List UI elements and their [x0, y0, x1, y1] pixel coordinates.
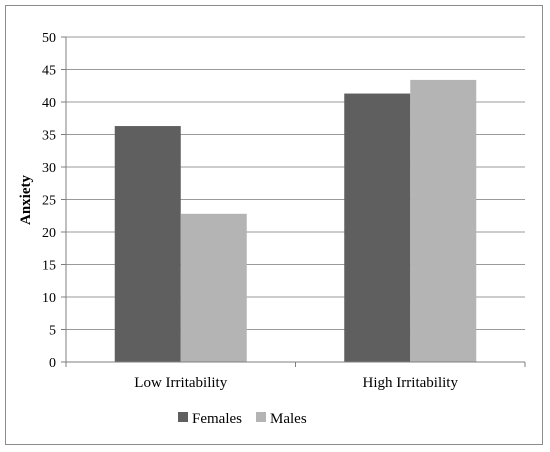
y-tick-label: 20 — [42, 226, 56, 241]
axes — [65, 37, 526, 367]
y-tick-label: 45 — [42, 64, 56, 79]
y-tick-label: 15 — [42, 259, 56, 274]
x-category-label: Low Irritability — [134, 375, 227, 391]
category-labels: Low Irritability High Irritability — [134, 375, 458, 391]
bar-males-1 — [410, 79, 477, 363]
legend-swatch-females — [178, 412, 188, 422]
legend-label-females: Females — [192, 411, 242, 427]
bar-females-0 — [114, 126, 181, 362]
legend: Females Males — [178, 411, 307, 427]
legend-swatch-males — [256, 412, 266, 422]
bar-males-0 — [180, 213, 247, 362]
x-category-label: High Irritability — [363, 375, 459, 391]
y-axis-title: Anxiety — [18, 175, 34, 225]
bars — [114, 79, 477, 363]
y-tick-label: 35 — [42, 129, 56, 144]
legend-label-males: Males — [270, 411, 307, 427]
y-tick-label: 10 — [42, 291, 56, 306]
y-tick-label: 40 — [42, 96, 56, 111]
y-tick-label: 30 — [42, 161, 56, 176]
y-tick-labels: 0 5 10 15 20 25 30 35 40 45 50 — [42, 31, 56, 371]
y-tick-label: 50 — [42, 31, 56, 46]
y-tick-label: 5 — [49, 324, 56, 339]
y-tick-label: 0 — [49, 356, 56, 371]
y-tick-label: 25 — [42, 194, 56, 209]
bar-females-1 — [344, 93, 411, 363]
